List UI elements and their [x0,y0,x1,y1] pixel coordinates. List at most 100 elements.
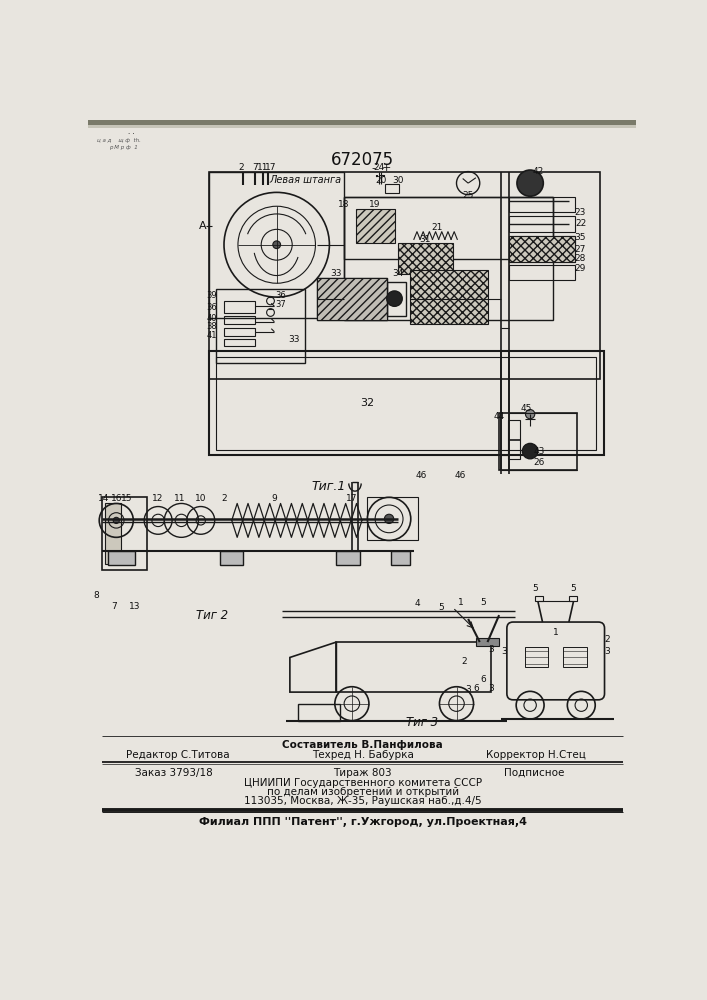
Text: 19: 19 [369,200,381,209]
Text: 25: 25 [462,191,474,200]
Circle shape [113,517,119,523]
Text: 43: 43 [534,447,545,456]
Text: 17: 17 [264,163,276,172]
Text: 11: 11 [174,494,185,503]
Text: 22: 22 [575,219,586,228]
Bar [88,125,636,128]
Text: 3: 3 [489,684,494,693]
Text: 31: 31 [420,235,431,244]
Bar [220,551,243,565]
Text: 27: 27 [575,245,586,254]
Bar [224,301,255,312]
Text: 1: 1 [553,628,559,637]
Text: 10: 10 [195,494,206,503]
Bar [209,351,604,455]
Text: 46: 46 [416,471,427,480]
Bar [337,551,360,565]
Text: Τиг 2: Τиг 2 [197,609,228,622]
Text: Заказ 3793/18: Заказ 3793/18 [135,768,213,778]
Text: 2: 2 [221,494,227,503]
Bar [509,235,575,262]
Text: 18: 18 [339,200,350,209]
Circle shape [525,410,534,419]
Text: 42: 42 [532,167,544,176]
Text: 3: 3 [489,645,494,654]
Text: 5: 5 [532,584,537,593]
Bar [88,120,636,125]
Bar [216,289,305,363]
Text: 2: 2 [604,635,610,644]
Bar [224,328,255,336]
Text: 30: 30 [392,176,404,185]
Text: 20: 20 [375,176,387,185]
Bar [209,172,344,318]
Bar [107,551,135,565]
Text: 5: 5 [438,603,444,612]
Bar [344,197,554,320]
Text: 44: 44 [493,412,505,421]
Bar [216,357,596,450]
Text: ЦНИИПИ Государственного комитета СССР: ЦНИИПИ Государственного комитета СССР [244,778,481,788]
Text: 26: 26 [534,458,545,467]
Text: 41: 41 [206,331,217,340]
Bar [105,503,121,564]
Text: 3: 3 [501,647,507,656]
Text: 8: 8 [93,591,99,600]
Bar [499,413,577,470]
Text: 36: 36 [206,303,217,312]
Text: Корректор Н.Стец: Корректор Н.Стец [486,750,586,760]
Bar [509,235,575,262]
Bar [509,265,575,280]
Text: 2: 2 [238,163,244,172]
Text: Техред Н. Бабурка: Техред Н. Бабурка [312,750,414,760]
Text: 32: 32 [361,398,375,408]
Text: -: - [372,163,375,173]
Text: Редактор С.Титова: Редактор С.Титова [126,750,229,760]
Bar [398,243,452,274]
Text: 4: 4 [415,599,421,608]
Bar [298,704,340,721]
Text: по делам изобретений и открытий: по делам изобретений и открытий [267,787,459,797]
Bar [317,278,387,320]
Circle shape [387,291,402,306]
Text: 34: 34 [392,269,404,278]
Circle shape [522,443,538,459]
Text: 14: 14 [98,494,110,503]
Text: Левая штанга: Левая штанга [269,175,341,185]
Text: 23: 23 [575,208,586,217]
Bar [368,497,418,540]
Text: 29: 29 [575,264,586,273]
Bar [391,551,410,565]
Bar [103,497,147,570]
Text: Составитель В.Панфилова: Составитель В.Панфилова [282,740,443,750]
Text: 16: 16 [110,494,122,503]
Bar [476,638,499,646]
Text: 40: 40 [206,314,217,323]
Text: 11: 11 [257,163,269,172]
Text: 5: 5 [481,598,486,607]
Bar [344,197,554,259]
Text: 15: 15 [122,494,133,503]
Bar [410,270,488,324]
Bar [569,596,577,601]
Circle shape [517,170,543,196]
Bar [385,184,399,193]
Text: 33: 33 [331,269,342,278]
Circle shape [273,241,281,249]
Text: 12: 12 [153,494,164,503]
Text: 46: 46 [455,471,466,480]
Bar [508,420,520,459]
Text: Τиг 3: Τиг 3 [406,716,438,729]
Text: +: + [382,163,392,173]
Text: р М р ф  1: р М р ф 1 [109,145,138,150]
Text: 113035, Москва, Ж-35, Раушская наб.,д.4/5: 113035, Москва, Ж-35, Раушская наб.,д.4/… [244,796,481,806]
Bar [224,339,255,346]
Text: 24: 24 [373,163,385,172]
Bar [209,172,600,379]
Bar [509,197,575,212]
Text: 5: 5 [571,584,576,593]
Text: 37: 37 [275,300,286,309]
Text: 35: 35 [575,233,586,242]
Text: 39: 39 [206,291,217,300]
Text: ц а д    щ ф  th.: ц а д щ ф th. [98,138,141,143]
